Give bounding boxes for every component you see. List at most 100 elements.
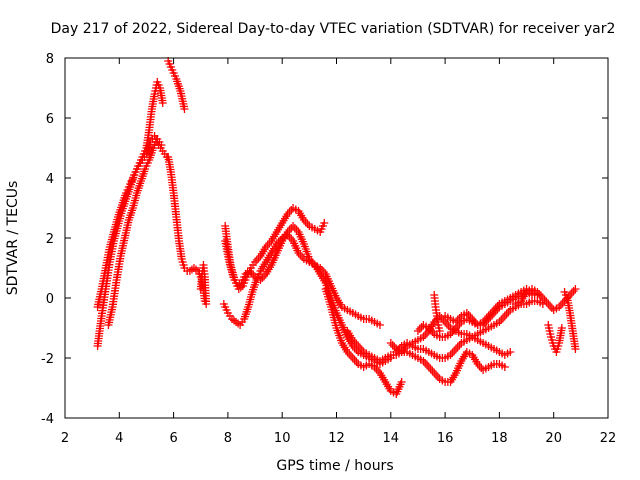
data-point	[392, 348, 401, 356]
chart-title: Day 217 of 2022, Sidereal Day-to-day VTE…	[51, 21, 616, 37]
data-point	[556, 301, 565, 309]
data-point	[426, 365, 435, 373]
data-point	[571, 285, 580, 293]
data-point	[285, 208, 294, 216]
sat-track-17	[511, 285, 580, 314]
data-point	[486, 310, 495, 318]
data-point	[470, 317, 479, 325]
data-point	[500, 312, 509, 320]
data-point	[423, 361, 431, 369]
y-tick-label: 0	[46, 292, 54, 307]
data-point	[251, 258, 260, 266]
data-point	[283, 210, 292, 218]
data-point	[421, 331, 430, 339]
data-point	[542, 298, 551, 306]
data-point	[276, 236, 285, 244]
data-point	[419, 333, 428, 341]
data-point	[424, 324, 433, 332]
plot-frame	[64, 57, 609, 419]
data-point	[343, 348, 352, 356]
data-point	[446, 351, 455, 359]
y-tick-label: 2	[46, 232, 54, 247]
x-tick-label: 8	[224, 431, 232, 446]
data-point	[448, 349, 457, 357]
data-point	[450, 347, 459, 355]
data-point	[439, 316, 448, 324]
data-point	[299, 216, 308, 224]
data-point	[265, 239, 274, 247]
data-point	[451, 345, 460, 353]
data-point	[252, 256, 261, 264]
x-axis-label: GPS time / hours	[276, 458, 393, 474]
data-point	[555, 303, 564, 311]
data-point	[557, 324, 566, 332]
data-point	[375, 321, 384, 329]
data-point	[428, 328, 437, 336]
data-point	[432, 371, 441, 379]
data-point	[464, 311, 473, 319]
data-point	[413, 327, 422, 335]
data-point	[374, 367, 383, 375]
y-axis-label: SDTVAR / TECUs	[5, 181, 21, 296]
x-tick-label: 2	[61, 431, 69, 446]
x-tick-label: 10	[274, 431, 291, 446]
data-point	[424, 363, 433, 371]
data-point	[499, 314, 508, 322]
data-point	[446, 330, 455, 338]
data-point	[388, 341, 397, 349]
data-point	[500, 363, 509, 371]
data-point	[394, 346, 403, 354]
data-point	[533, 288, 542, 296]
x-tick-label: 22	[600, 431, 617, 446]
data-point	[357, 346, 366, 354]
data-point	[272, 240, 281, 248]
data-point	[432, 316, 441, 324]
data-point	[285, 233, 294, 241]
sat-track-2	[93, 132, 171, 311]
data-point	[245, 267, 254, 275]
data-point	[261, 243, 270, 251]
data-point	[157, 141, 166, 149]
data-point	[350, 356, 359, 364]
data-point	[538, 294, 547, 302]
data-point	[348, 336, 357, 344]
data-point	[348, 354, 357, 362]
data-point	[448, 328, 457, 336]
y-tick-label: 4	[46, 172, 54, 187]
data-point	[283, 231, 292, 239]
x-tick-label: 12	[328, 431, 345, 446]
sat-track-4	[164, 57, 189, 113]
y-tick-label: -2	[41, 352, 54, 367]
data-point	[287, 235, 296, 243]
data-point	[495, 318, 504, 326]
data-point	[497, 316, 506, 324]
data-point	[451, 318, 460, 326]
data-point	[263, 241, 272, 249]
data-point	[475, 362, 484, 370]
data-point	[435, 327, 444, 335]
data-point	[350, 338, 359, 346]
data-points	[93, 57, 580, 398]
data-point	[444, 322, 453, 330]
data-point	[453, 316, 462, 324]
data-point	[480, 316, 489, 324]
data-point	[346, 352, 355, 360]
data-point	[352, 340, 361, 348]
data-point	[247, 269, 256, 277]
data-point	[352, 358, 361, 366]
data-point	[320, 219, 329, 227]
data-point	[442, 320, 451, 328]
data-point	[569, 287, 578, 295]
data-point	[298, 253, 307, 261]
y-tick-label: 6	[46, 112, 54, 127]
data-point	[296, 251, 305, 259]
data-point	[260, 272, 269, 280]
sat-track-16	[430, 291, 444, 335]
data-point	[301, 218, 310, 226]
data-point	[484, 312, 493, 320]
data-point	[544, 300, 553, 308]
data-point	[415, 325, 424, 333]
x-tick-label: 16	[437, 431, 454, 446]
data-point	[546, 302, 555, 310]
data-point	[397, 378, 406, 386]
